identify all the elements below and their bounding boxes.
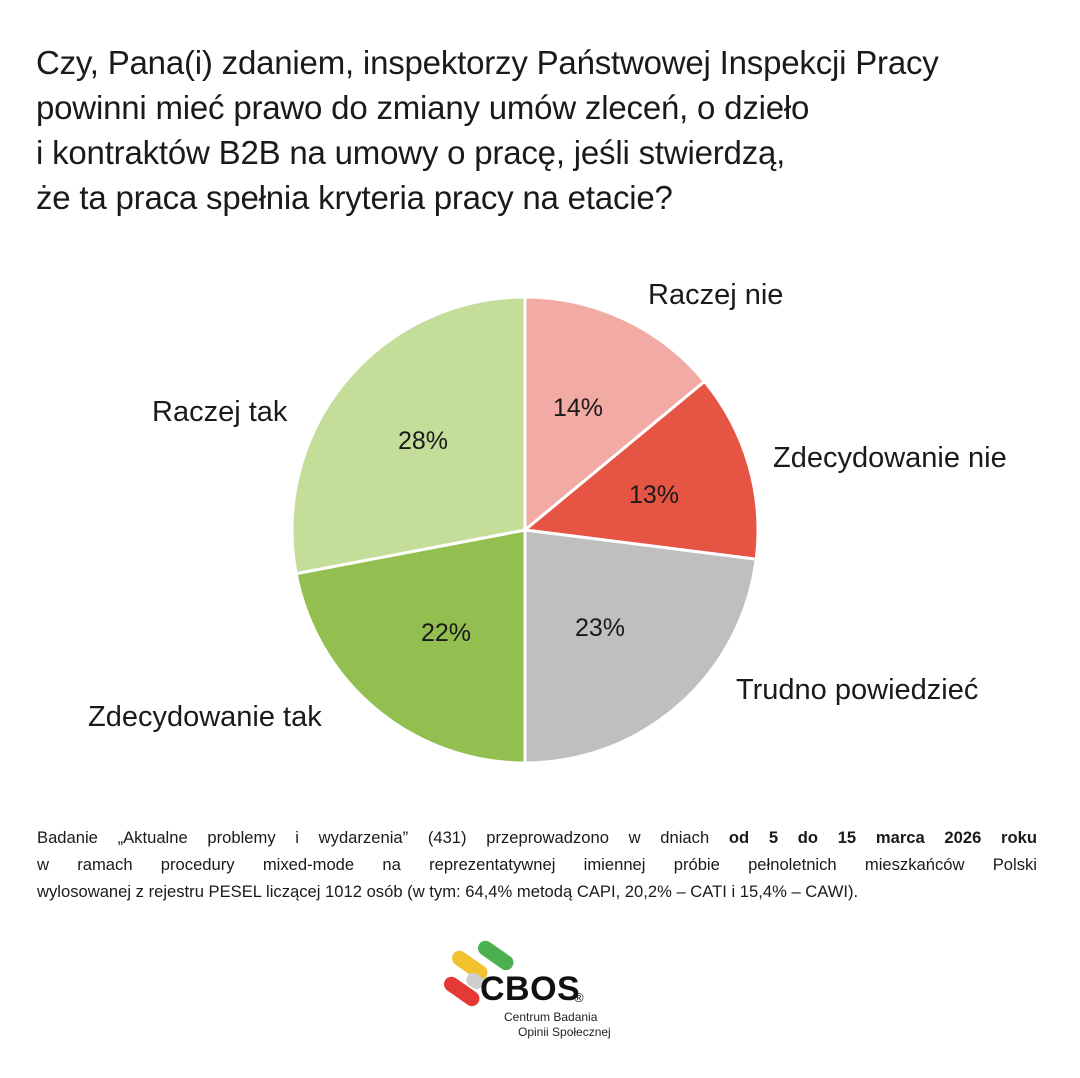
title-line: Czy, Pana(i) zdaniem, inspektorzy Państw… bbox=[36, 44, 939, 81]
logo-pill-shape bbox=[466, 972, 484, 990]
logo-name: CBOS bbox=[480, 970, 581, 1008]
pie-slice bbox=[523, 295, 707, 534]
logo-subtitle-1: Centrum Badania bbox=[504, 1010, 598, 1024]
logo-pill-shape bbox=[451, 950, 488, 981]
slice-category-label: Zdecydowanie tak bbox=[88, 701, 322, 733]
note-line-2: w ramach procedury mixed-mode na repreze… bbox=[37, 855, 1037, 874]
pie-chart: 14% Raczej nie 13% Zdecydowanie nie 23% Trudn… bbox=[88, 279, 1007, 765]
slice-category-label: Raczej tak bbox=[152, 396, 288, 428]
slice-category-label: Zdecydowanie nie bbox=[773, 442, 1007, 474]
pie-slice bbox=[290, 295, 527, 576]
slice-value-label: 22% bbox=[421, 619, 471, 647]
logo-pills-icon bbox=[443, 940, 514, 1007]
logo-subtitle-2: Opinii Społecznej bbox=[518, 1025, 611, 1039]
slice-value-label: 13% bbox=[629, 481, 679, 509]
title-line: i kontraktów B2B na umowy o pracę, jeśli… bbox=[36, 134, 786, 171]
note-line-1: Badanie „Aktualne problemy i wydarzenia”… bbox=[37, 824, 1037, 851]
title-line: powinni mieć prawo do zmiany umów zleceń… bbox=[36, 89, 810, 126]
chart-title: Czy, Pana(i) zdaniem, inspektorzy Państw… bbox=[36, 40, 1046, 220]
slice-value-label: 28% bbox=[398, 427, 448, 455]
logo-registered-mark: ® bbox=[574, 990, 584, 1005]
note-date-range: od 5 do 15 marca 2026 roku bbox=[728, 828, 1037, 847]
methodology-note: Badanie „Aktualne problemy i wydarzenia”… bbox=[37, 824, 1037, 905]
slice-category-label: Trudno powiedzieć bbox=[736, 674, 978, 706]
logo-pill-shape bbox=[477, 940, 514, 971]
note-text: Badanie „Aktualne problemy i wydarzenia”… bbox=[37, 828, 729, 847]
title-line: że ta praca spełnia kryteria pracy na et… bbox=[36, 179, 673, 216]
pie-slice bbox=[521, 379, 760, 561]
slice-category-label: Raczej nie bbox=[648, 279, 783, 311]
slice-value-label: 14% bbox=[553, 394, 603, 422]
pie-slice bbox=[294, 528, 527, 765]
slice-value-label: 23% bbox=[575, 614, 625, 642]
pie-slice bbox=[523, 528, 758, 765]
logo-pill-shape bbox=[443, 976, 480, 1007]
cbos-logo: CBOS ® Centrum Badania Opinii Społecznej bbox=[440, 940, 650, 1050]
note-line-3: wylosowanej z rejestru PESEL liczącej 10… bbox=[37, 882, 859, 901]
